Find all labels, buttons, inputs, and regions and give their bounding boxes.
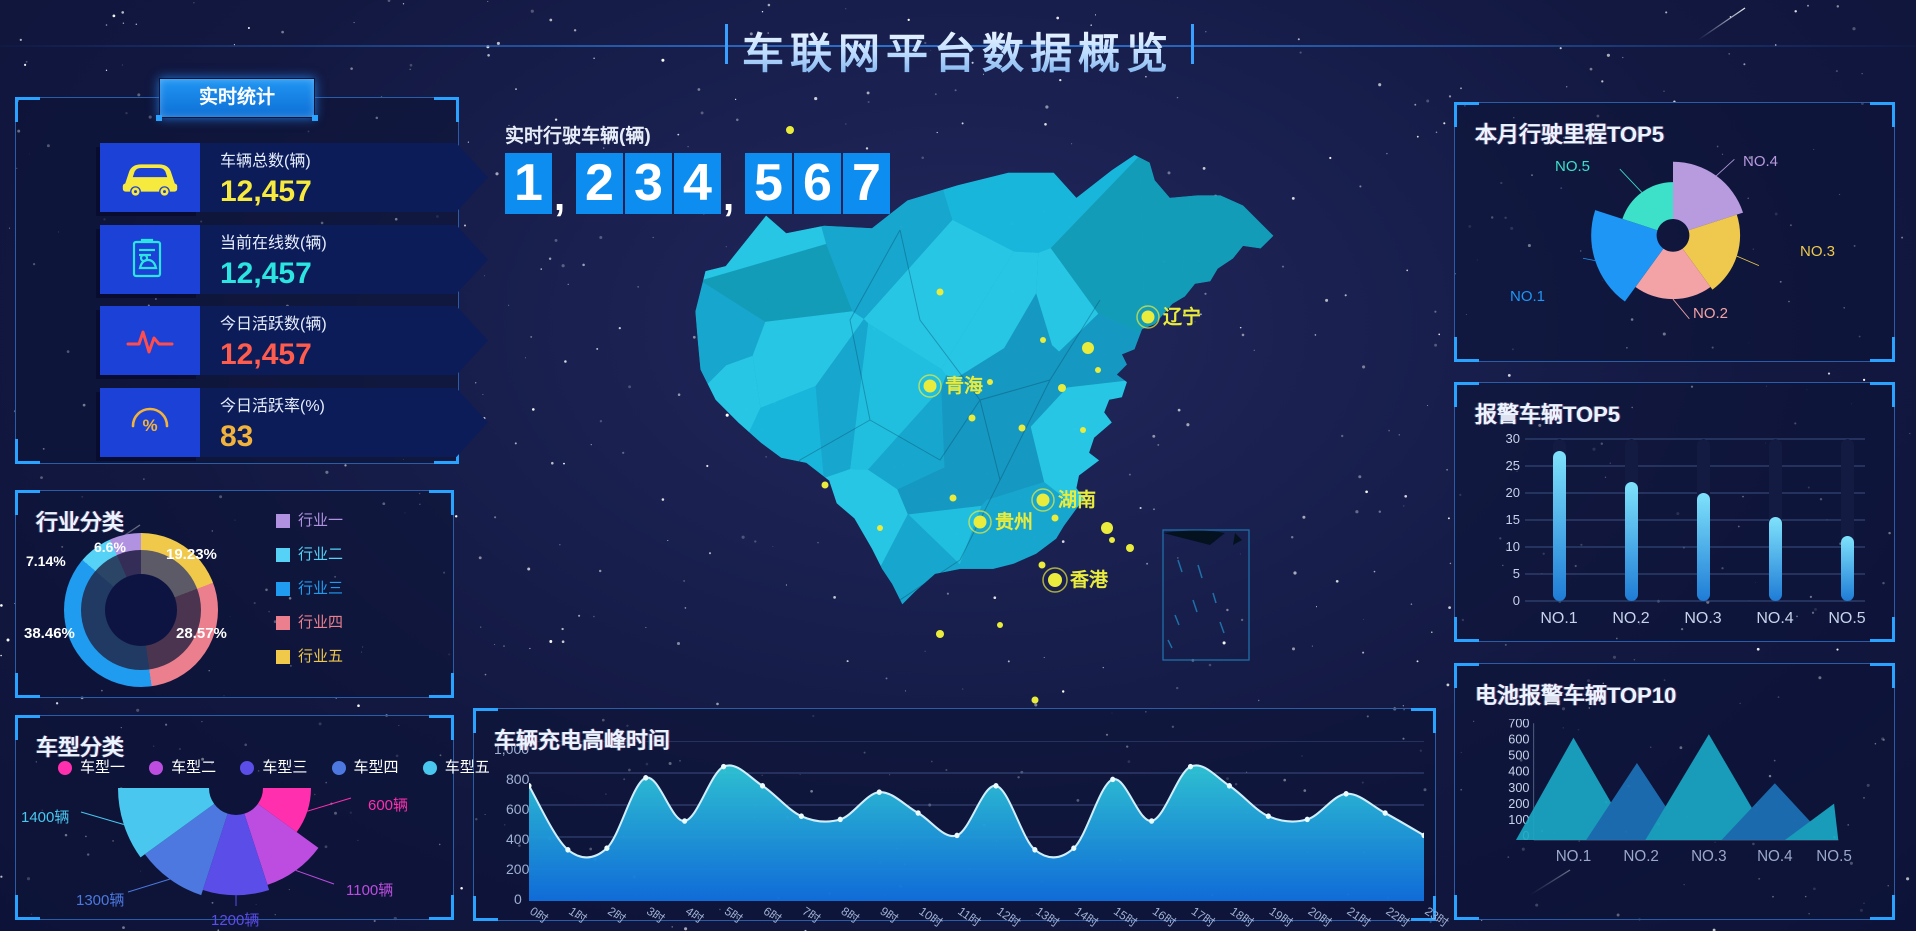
svg-text:4时: 4时	[683, 904, 706, 926]
svg-text:9时: 9时	[878, 904, 901, 926]
svg-text:NO.4: NO.4	[1756, 610, 1793, 627]
svg-text:2时: 2时	[605, 904, 628, 926]
svg-text:0时: 0时	[527, 904, 550, 926]
svg-text:30: 30	[1506, 431, 1520, 446]
svg-text:21时: 21时	[1344, 904, 1373, 930]
svg-text:0: 0	[1513, 593, 1520, 608]
svg-text:300: 300	[1508, 781, 1529, 795]
svg-text:NO.4: NO.4	[1757, 848, 1793, 865]
svg-text:22时: 22时	[1383, 904, 1412, 930]
svg-text:400: 400	[1508, 765, 1529, 779]
svg-text:辽宁: 辽宁	[1163, 305, 1201, 328]
svg-text:5时: 5时	[722, 904, 745, 926]
svg-text:NO.3: NO.3	[1691, 848, 1727, 865]
svg-text:NO.5: NO.5	[1816, 848, 1852, 865]
svg-text:500: 500	[1508, 749, 1529, 763]
svg-text:13时: 13时	[1033, 904, 1062, 930]
svg-text:NO.1: NO.1	[1556, 848, 1592, 865]
svg-text:7时: 7时	[800, 904, 823, 926]
svg-text:20时: 20时	[1306, 904, 1335, 930]
svg-text:NO.1: NO.1	[1540, 610, 1577, 627]
svg-text:14时: 14时	[1072, 904, 1101, 930]
svg-text:17时: 17时	[1189, 904, 1218, 930]
svg-text:湖南: 湖南	[1058, 489, 1096, 511]
svg-text:25: 25	[1506, 458, 1520, 473]
svg-text:11时: 11时	[955, 904, 983, 929]
svg-text:200: 200	[1508, 797, 1529, 811]
svg-text:NO.5: NO.5	[1828, 610, 1865, 627]
svg-text:香港: 香港	[1069, 569, 1109, 591]
svg-text:1时: 1时	[566, 904, 589, 926]
svg-text:15: 15	[1506, 512, 1520, 527]
svg-text:10时: 10时	[916, 904, 945, 930]
svg-text:15时: 15时	[1111, 904, 1140, 930]
svg-text:19时: 19时	[1267, 904, 1296, 930]
svg-text:贵州: 贵州	[995, 511, 1033, 533]
svg-text:NO.2: NO.2	[1623, 848, 1659, 865]
svg-text:20: 20	[1506, 485, 1520, 500]
svg-text:8时: 8时	[839, 904, 862, 926]
svg-text:NO.3: NO.3	[1684, 610, 1721, 627]
svg-text:6时: 6时	[761, 904, 784, 926]
svg-text:NO.2: NO.2	[1612, 610, 1649, 627]
svg-text:16时: 16时	[1150, 904, 1179, 930]
svg-text:600: 600	[1508, 733, 1529, 747]
svg-text:3时: 3时	[644, 904, 667, 926]
svg-text:5: 5	[1513, 566, 1520, 581]
svg-text:12时: 12时	[994, 904, 1023, 930]
svg-text:700: 700	[1508, 719, 1529, 730]
svg-text:10: 10	[1506, 539, 1520, 554]
svg-text:18时: 18时	[1228, 904, 1257, 930]
svg-text:青海: 青海	[945, 374, 983, 397]
